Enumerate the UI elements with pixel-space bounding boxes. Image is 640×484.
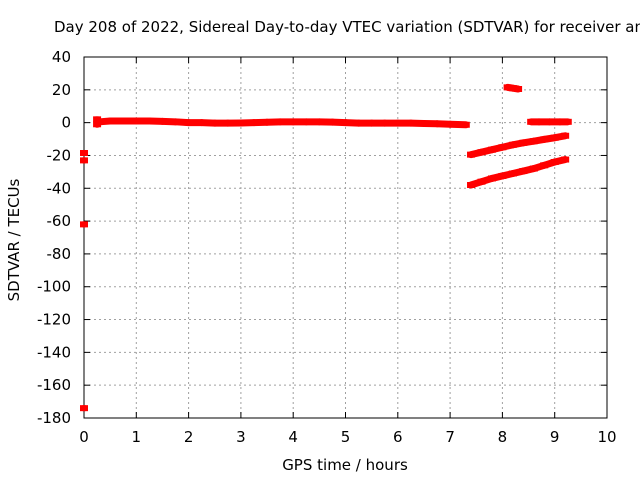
y-tick-label: -20	[47, 146, 72, 164]
x-tick-label: 10	[597, 428, 616, 446]
data-point	[80, 405, 88, 411]
data-trace-segment	[555, 160, 565, 162]
y-tick-label: 40	[52, 48, 71, 66]
y-tick-label: -80	[47, 245, 72, 263]
y-tick-label: -40	[47, 179, 72, 197]
y-tick-label: 0	[61, 114, 71, 132]
y-tick-label: 20	[52, 81, 71, 99]
x-tick-label: 2	[184, 428, 194, 446]
x-tick-label: 5	[341, 428, 351, 446]
x-tick-label: 7	[445, 428, 455, 446]
axis-ticks: 0 1 2 3 4 5 6 7 8 9 10 40 20 0 -20 -40 -60 -80 -100 -120 -14…	[37, 48, 617, 446]
x-tick-label: 9	[550, 428, 560, 446]
data-point	[80, 150, 88, 156]
chart-title: Day 208 of 2022, Sidereal Day-to-day VTE…	[54, 18, 640, 36]
x-tick-label: 0	[79, 428, 89, 446]
grid-lines	[84, 57, 607, 418]
y-axis-label: SDTVAR / TECUs	[5, 178, 23, 301]
y-tick-label: -180	[37, 409, 71, 427]
y-tick-label: -60	[47, 212, 72, 230]
y-tick-label: -140	[37, 343, 71, 361]
x-tick-label: 3	[236, 428, 246, 446]
data-point	[80, 157, 88, 163]
x-tick-label: 6	[393, 428, 403, 446]
data-points	[80, 84, 572, 411]
y-tick-label: -100	[37, 278, 71, 296]
x-tick-label: 4	[288, 428, 298, 446]
y-tick-label: -120	[37, 311, 71, 329]
data-trace-segment	[555, 136, 565, 138]
data-point	[80, 221, 88, 227]
x-tick-label: 8	[498, 428, 508, 446]
x-axis-label: GPS time / hours	[282, 456, 408, 474]
y-tick-label: -160	[37, 376, 71, 394]
x-tick-label: 1	[132, 428, 142, 446]
data-trace-segment	[513, 88, 518, 89]
